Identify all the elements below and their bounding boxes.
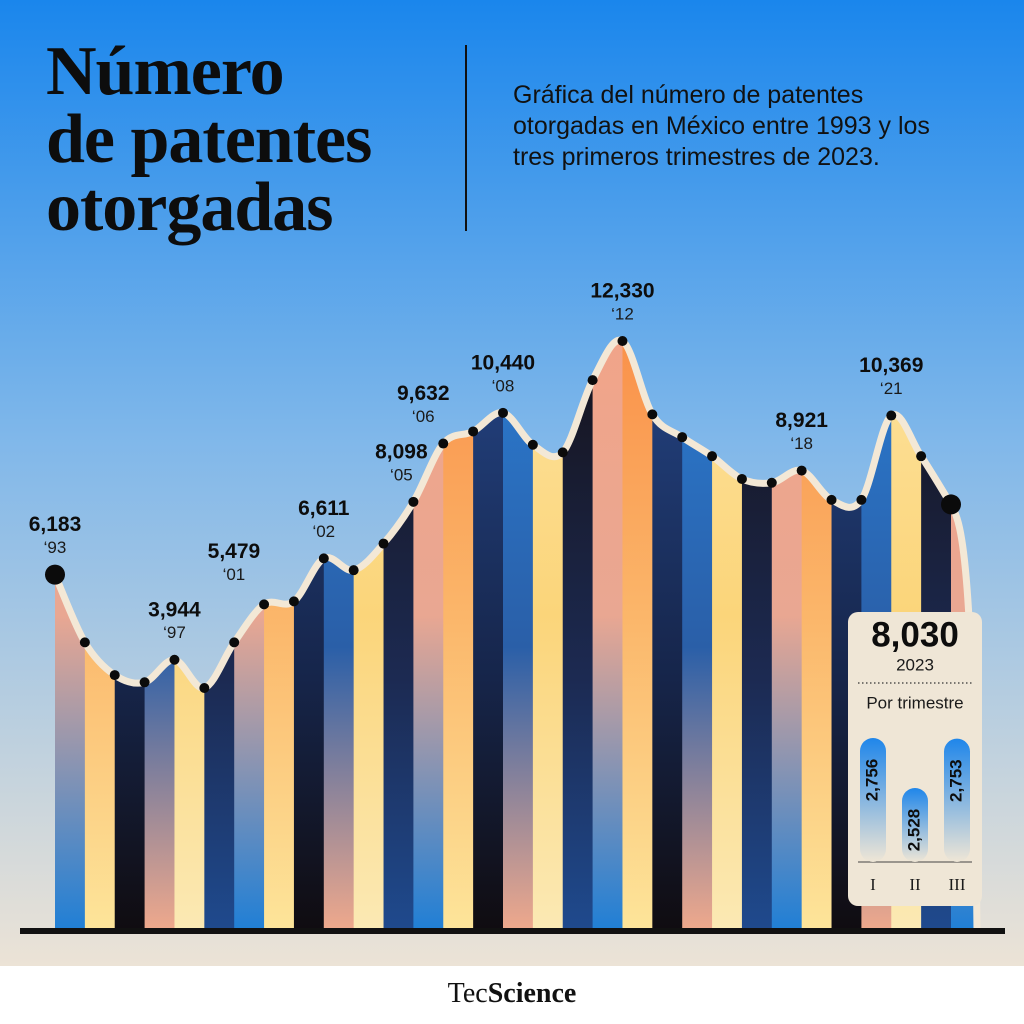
bar bbox=[902, 788, 928, 862]
year-label: ‘97 bbox=[163, 623, 186, 642]
point bbox=[259, 599, 270, 610]
point bbox=[527, 439, 538, 450]
point bbox=[169, 654, 180, 665]
inset-subtitle: 2023 bbox=[896, 655, 934, 674]
point bbox=[408, 496, 419, 507]
x-tick-label: III bbox=[949, 875, 966, 894]
inset-label: Por trimestre bbox=[866, 693, 963, 712]
point bbox=[707, 451, 718, 462]
year-label: ‘06 bbox=[412, 407, 435, 426]
point bbox=[288, 596, 299, 607]
value-label: 6,183 bbox=[29, 513, 82, 536]
point bbox=[617, 336, 628, 346]
year-label: ‘08 bbox=[492, 376, 515, 395]
year-label: ‘01 bbox=[223, 565, 246, 584]
point bbox=[766, 477, 777, 488]
point bbox=[348, 565, 359, 576]
point bbox=[229, 637, 240, 648]
point bbox=[677, 432, 688, 443]
baseline bbox=[20, 928, 1005, 934]
point bbox=[139, 677, 150, 688]
x-tick-label: II bbox=[909, 875, 921, 894]
point bbox=[557, 447, 568, 458]
brand-part: Science bbox=[487, 978, 577, 1009]
point bbox=[45, 564, 65, 585]
year-label: ‘05 bbox=[390, 465, 413, 484]
title: Número de patentes otorgadas bbox=[46, 33, 372, 246]
point bbox=[856, 494, 867, 505]
point bbox=[796, 465, 807, 476]
footer-background bbox=[0, 966, 1024, 1024]
point bbox=[199, 683, 210, 693]
title-line: otorgadas bbox=[46, 169, 334, 246]
stripe bbox=[622, 340, 653, 931]
subtitle: Gráfica del número de patentes otorgadas… bbox=[513, 81, 930, 171]
point bbox=[941, 494, 961, 515]
year-label: ‘02 bbox=[312, 522, 335, 541]
brand: TecScience bbox=[0, 978, 1024, 1010]
point bbox=[378, 538, 389, 549]
value-label: 6,611 bbox=[298, 497, 350, 520]
value-label: 8,921 bbox=[775, 409, 828, 432]
bar-label: 2,528 bbox=[904, 809, 923, 852]
brand-part: Tec bbox=[447, 978, 488, 1009]
point bbox=[886, 410, 897, 421]
point bbox=[79, 637, 90, 648]
point bbox=[438, 438, 449, 449]
title-line: de patentes bbox=[46, 101, 372, 178]
divider bbox=[465, 45, 467, 231]
year-label: ‘12 bbox=[611, 304, 634, 323]
value-label: 12,330 bbox=[590, 280, 654, 303]
x-tick-label: I bbox=[870, 875, 876, 894]
value-label: 10,440 bbox=[471, 351, 535, 374]
value-label: 5,479 bbox=[208, 540, 261, 563]
value-label: 8,098 bbox=[375, 440, 428, 463]
point bbox=[826, 494, 837, 505]
title-line: Número bbox=[46, 33, 285, 110]
year-label: ‘18 bbox=[790, 434, 813, 453]
stripe bbox=[592, 340, 624, 931]
year-label: ‘93 bbox=[44, 538, 67, 557]
value-label: 10,369 bbox=[859, 354, 923, 377]
point bbox=[318, 553, 329, 564]
point bbox=[587, 375, 598, 386]
inset-title: 8,030 bbox=[871, 615, 959, 654]
year-label: ‘21 bbox=[880, 379, 903, 398]
bar bbox=[860, 738, 886, 862]
bar-label: 2,756 bbox=[862, 759, 881, 802]
point bbox=[498, 407, 508, 418]
bar bbox=[944, 738, 970, 862]
value-label: 3,944 bbox=[148, 598, 201, 621]
point bbox=[916, 451, 927, 462]
point bbox=[736, 473, 747, 484]
value-label: 9,632 bbox=[397, 382, 450, 405]
point bbox=[109, 670, 120, 681]
bar-label: 2,753 bbox=[946, 759, 965, 802]
stripe bbox=[473, 340, 504, 931]
point bbox=[647, 409, 658, 420]
marks: 6,183 ‘93 3,944 ‘97 5,479 ‘01 6,611 ‘02 8,098 ‘05… bbox=[29, 280, 981, 932]
point bbox=[468, 426, 479, 437]
